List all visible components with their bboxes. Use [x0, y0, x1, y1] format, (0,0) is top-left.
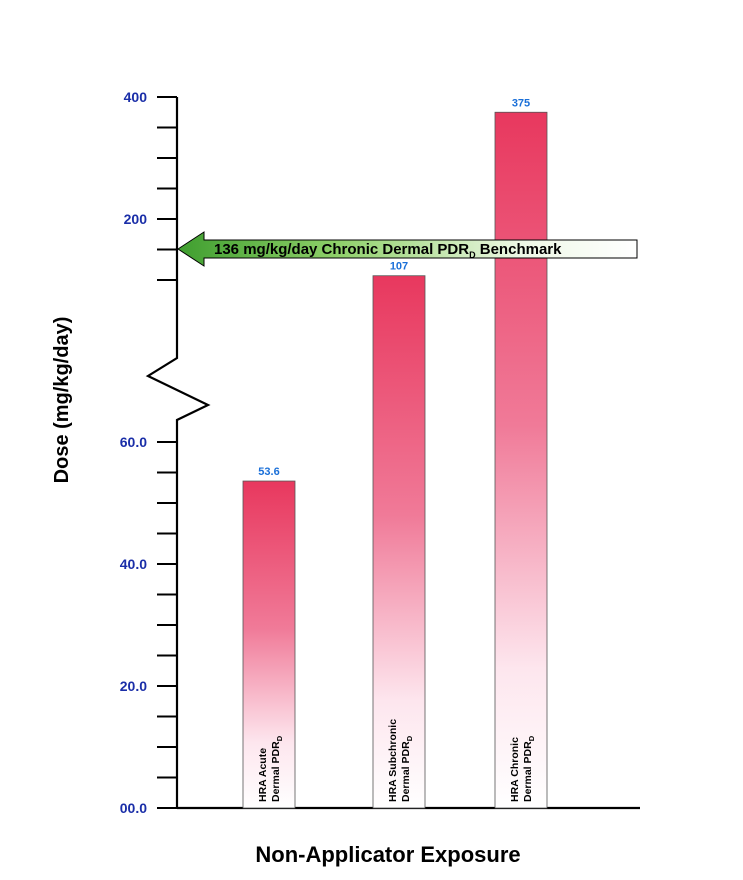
bar-category-label: HRA Subchronic — [387, 719, 399, 802]
y-tick-label: 20.0 — [120, 678, 147, 694]
y-tick-label: 400 — [124, 89, 148, 105]
bar-category-label: Dermal PDRD — [522, 735, 536, 802]
bar — [494, 111, 548, 809]
y-tick-label: 200 — [124, 211, 148, 227]
bar-category-label: Dermal PDRD — [270, 735, 284, 802]
y-tick-label: 00.0 — [120, 800, 147, 816]
bar-category-label: Dermal PDRD — [400, 735, 414, 802]
y-tick-label: 40.0 — [120, 556, 147, 572]
benchmark-arrow — [177, 231, 638, 267]
bar-value-label: 53.6 — [258, 466, 279, 478]
bar-category-label: HRA Acute — [257, 748, 269, 802]
y-tick-label: 60.0 — [120, 434, 147, 450]
y-axis-line — [145, 97, 211, 808]
bar — [242, 480, 296, 809]
x-axis-label: Non-Applicator Exposure — [255, 842, 520, 867]
benchmark-label: 136 mg/kg/day Chronic Dermal PDRD Benchm… — [214, 241, 562, 260]
bar-value-label: 375 — [512, 97, 530, 109]
y-axis-label: Dose (mg/kg/day) — [51, 317, 73, 484]
bar — [372, 275, 426, 809]
bar-category-label: HRA Chronic — [509, 737, 521, 802]
bar-value-label: 107 — [390, 261, 408, 273]
benchmark-arrow-layer: 136 mg/kg/day Chronic Dermal PDRD Benchm… — [177, 231, 638, 267]
